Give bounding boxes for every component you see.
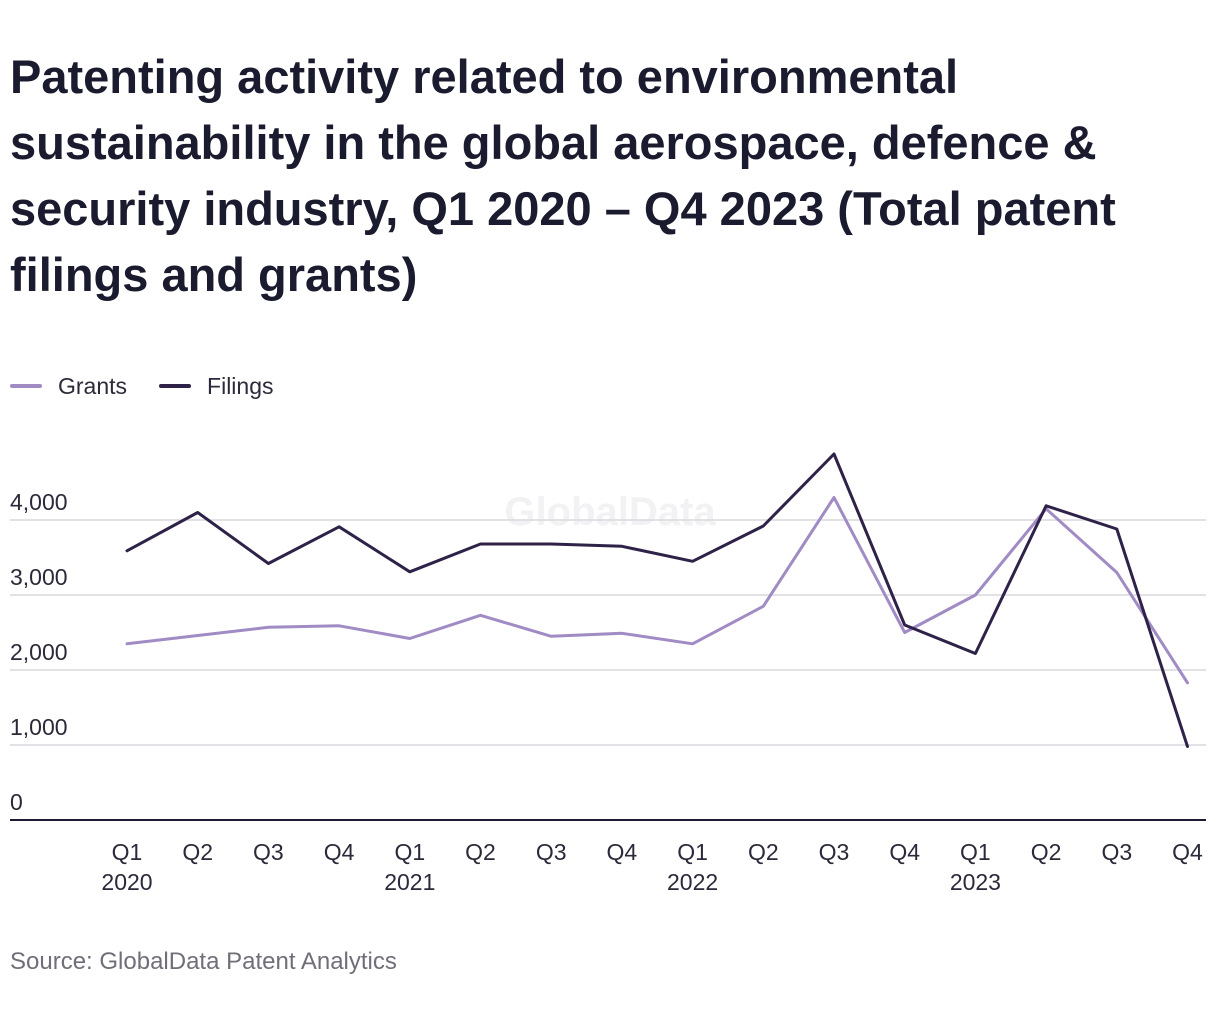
legend-label-filings: Filings [207, 372, 274, 399]
chart-title: Patenting activity related to environmen… [10, 50, 1116, 301]
x-tick-year-label: 2021 [384, 869, 435, 895]
x-tick-label: Q4 [889, 839, 920, 865]
x-tick-label: Q2 [748, 839, 779, 865]
x-tick-label: Q4 [1172, 839, 1203, 865]
x-tick-label: Q3 [536, 839, 567, 865]
y-tick-label: 2,000 [10, 639, 68, 665]
x-tick-label: Q1 [112, 839, 143, 865]
legend-item-grants: Grants [10, 373, 127, 400]
x-tick-year-label: 2022 [667, 869, 718, 895]
legend-swatch-grants [10, 384, 42, 388]
x-tick-label: Q4 [607, 839, 638, 865]
y-tick-label: 0 [10, 789, 23, 815]
legend-label-grants: Grants [58, 372, 128, 399]
x-tick-label: Q3 [1101, 839, 1132, 865]
watermark-text: GlobalData [504, 490, 716, 534]
x-tick-label: Q2 [465, 839, 496, 865]
legend-swatch-filings [159, 384, 192, 388]
x-tick-label: Q1 [394, 839, 425, 865]
x-tick-label: Q1 [960, 839, 991, 865]
y-tick-label: 1,000 [10, 714, 68, 740]
x-tick-label: Q3 [253, 839, 284, 865]
chart-source: Source: GlobalData Patent Analytics [10, 948, 397, 975]
x-tick-year-label: 2020 [101, 869, 152, 895]
legend-item-filings: Filings [159, 372, 274, 400]
series-line-filings [125, 452, 1189, 748]
x-tick-label: Q4 [324, 839, 355, 865]
y-tick-label: 4,000 [10, 489, 68, 515]
line-chart: GlobalData 0 1,000 2,000 3,000 4,000 Q1 2020 Q2 Q… [10, 452, 1206, 895]
x-tick-label: Q2 [182, 839, 213, 865]
chart-legend: Grants Filings [10, 370, 306, 402]
x-tick-year-label: 2023 [950, 869, 1001, 895]
x-tick-label: Q3 [819, 839, 850, 865]
series-line-grants [125, 496, 1189, 685]
x-tick-label: Q1 [677, 839, 708, 865]
y-tick-label: 3,000 [10, 564, 68, 590]
x-tick-label: Q2 [1031, 839, 1062, 865]
